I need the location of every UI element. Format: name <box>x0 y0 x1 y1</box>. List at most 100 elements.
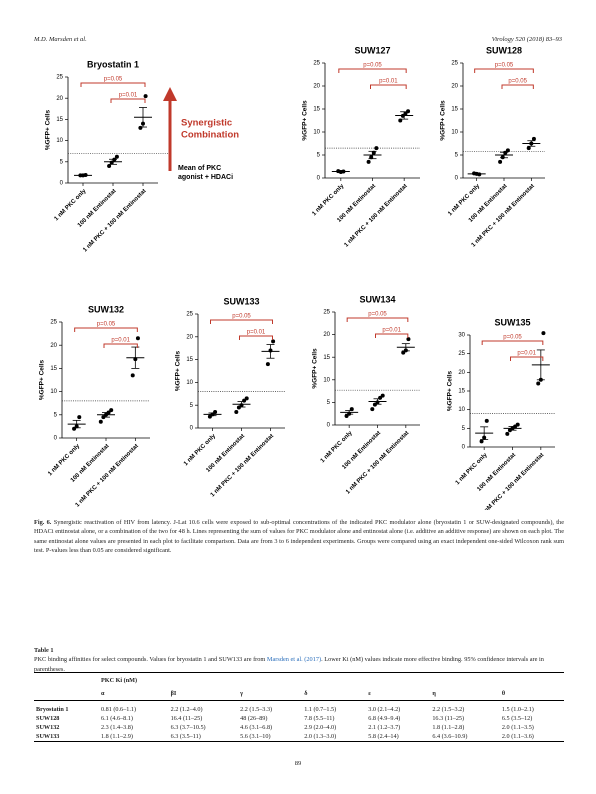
y-tick-label: 5 <box>455 153 459 159</box>
y-tick-label: 20 <box>313 84 320 90</box>
y-tick-label: 0 <box>455 176 459 182</box>
data-point <box>380 393 385 398</box>
significance-bracket <box>80 82 146 87</box>
y-tick-label: 10 <box>50 389 57 395</box>
y-tick-label: 20 <box>186 334 193 340</box>
error-bar <box>508 426 517 431</box>
table-row: Bryostatin 1 0.81 (0.6–1.1) 2.2 (1.2–4.0) 2… <box>34 701 564 715</box>
error-bar <box>109 158 117 165</box>
y-axis-label: %GFP+ Cells <box>45 109 52 150</box>
table-caption-part: . Lower Ki (nM) values indicate more eff… <box>34 656 544 673</box>
y-tick-label: 20 <box>451 84 458 90</box>
data-point <box>526 146 531 151</box>
table-cell: 6.3 (3.7–10.5) <box>170 724 206 731</box>
x-tick-label: 1 nM PKC + 100 nM Entinostat <box>345 430 410 495</box>
x-tick-label: 1 nM PKC + 100 nM Entinostat <box>210 433 275 498</box>
data-point <box>271 339 276 344</box>
table-cell: 2.0 (1.3–3.0) <box>304 733 337 740</box>
reference-label: Mean of PKC <box>178 165 221 172</box>
p-value-label: p=0.05 <box>508 79 527 85</box>
error-bar <box>480 426 489 440</box>
significance-bracket <box>110 98 146 103</box>
y-tick-label: 0 <box>190 426 194 432</box>
data-point <box>138 125 143 130</box>
data-point <box>406 337 411 342</box>
table-cell: 6.1 (4.6–8.1) <box>100 715 133 722</box>
column-header: ε <box>368 690 371 697</box>
figure-caption: Fig. 6. Synergistic reactivation of HIV … <box>34 518 564 556</box>
x-tick-label: 1 nM PKC + 100 nM Entinostat <box>344 183 409 248</box>
y-tick-label: 15 <box>50 366 57 372</box>
y-axis-label: %GFP+ Cells <box>440 100 447 141</box>
significance-bracket <box>74 327 138 332</box>
running-head-right: Virology 520 (2018) 83–93 <box>491 36 562 43</box>
error-bar <box>536 349 545 381</box>
error-bar <box>527 140 536 147</box>
significance-bracket <box>474 68 534 73</box>
y-tick-label: 25 <box>451 61 458 67</box>
data-point <box>401 350 406 355</box>
y-tick-label: 10 <box>56 138 63 144</box>
column-header: θ <box>501 690 506 697</box>
data-point <box>130 373 135 378</box>
column-header: η <box>432 690 436 697</box>
y-tick-label: 0 <box>327 423 331 429</box>
data-point <box>244 396 249 401</box>
reference-label: agonist + HDACi <box>178 174 233 181</box>
data-point <box>374 146 379 151</box>
p-value-label: p=0.01 <box>382 328 401 334</box>
error-bar <box>345 410 354 415</box>
y-tick-label: 5 <box>54 412 58 418</box>
data-point <box>536 381 541 386</box>
significance-bracket <box>510 356 544 361</box>
table-cell <box>34 673 99 686</box>
y-tick-label: 5 <box>462 426 466 432</box>
p-value-label: p=0.01 <box>379 79 398 85</box>
error-bar <box>336 170 345 173</box>
page-number: 89 <box>294 760 302 767</box>
error-bar <box>79 174 87 177</box>
error-bar <box>500 151 508 159</box>
y-tick-label: 25 <box>323 310 330 316</box>
y-tick-label: 10 <box>451 130 458 136</box>
y-tick-label: 25 <box>50 320 57 326</box>
data-point <box>366 159 371 164</box>
y-tick-label: 15 <box>458 389 465 395</box>
data-point <box>114 154 119 159</box>
y-tick-label: 0 <box>317 176 321 182</box>
x-tick-label: 1 nM PKC only <box>311 183 345 217</box>
data-point <box>498 159 503 164</box>
table-cell <box>34 685 99 701</box>
caption-label: Fig. 6. <box>34 519 52 526</box>
data-point <box>77 415 82 420</box>
table-cell: 2.9 (2.0–4.0) <box>304 724 337 731</box>
chart-title: Bryostatin 1 <box>87 59 139 69</box>
table: PKC Ki (nM) α βI γ δ ε η θ Bryostatin 1 0.81 (0.6… <box>34 672 564 742</box>
significance-bracket <box>210 319 273 324</box>
column-header: βI <box>170 690 177 697</box>
significance-bracket <box>370 84 407 89</box>
x-tick-label: 1 nM PKC only <box>54 188 88 222</box>
y-tick-label: 20 <box>50 343 57 349</box>
chart-title: SUW132 <box>88 304 124 314</box>
table-cell: 1.1 (0.7–1.5) <box>304 706 337 713</box>
significance-bracket <box>239 335 273 340</box>
table-group-row: PKC Ki (nM) <box>34 672 564 686</box>
citation-link[interactable]: Marsden et al. (2017) <box>266 656 322 664</box>
row-header: SUW132 <box>36 724 60 731</box>
table-cell: 1.5 (1.0–2.1) <box>501 706 534 713</box>
y-tick-label: 25 <box>313 61 320 67</box>
annotation: Combination <box>181 130 239 141</box>
annotation: Synergistic <box>181 118 232 129</box>
table-caption-part: PKC binding affinities for select compou… <box>34 656 267 664</box>
y-tick-label: 25 <box>56 75 63 81</box>
y-tick-label: 25 <box>458 351 465 357</box>
significance-bracket <box>346 317 409 322</box>
error-bar <box>131 346 140 369</box>
table-cell: 2.0 (1.1–3.6) <box>501 733 534 740</box>
table-row: SUW128 6.1 (4.6–8.1) 16.4 (11–25) 48 (26–89… <box>34 714 564 723</box>
y-tick-label: 0 <box>462 445 466 451</box>
table-cell: 5.8 (2.4–14) <box>368 733 399 740</box>
data-point <box>234 410 239 415</box>
data-point <box>406 109 411 114</box>
